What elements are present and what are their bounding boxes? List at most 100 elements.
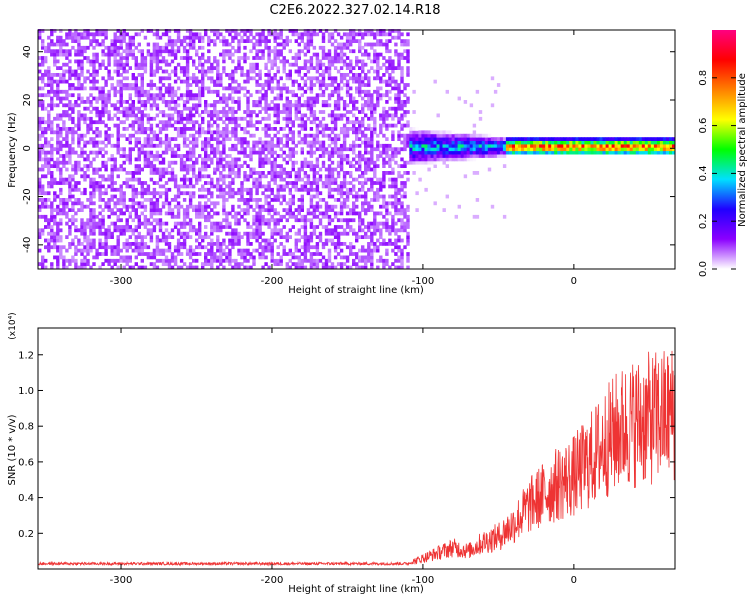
spectrogram-cell bbox=[38, 157, 42, 162]
spectrogram-cell bbox=[167, 76, 172, 81]
spectrogram-cell bbox=[327, 73, 332, 77]
spectrogram-cell bbox=[255, 231, 259, 236]
spectrogram-cell bbox=[291, 79, 295, 84]
spectrogram-cell bbox=[77, 154, 81, 158]
spectrogram-cell bbox=[170, 174, 175, 179]
spectrogram-cell bbox=[309, 231, 314, 236]
spectrogram-cell bbox=[53, 56, 57, 60]
spectrogram-cell bbox=[116, 69, 120, 74]
spectrogram-cell bbox=[228, 86, 232, 91]
spectrogram-cell bbox=[122, 69, 126, 74]
spectrogram-cell bbox=[95, 56, 99, 60]
spectrogram-cell bbox=[276, 252, 280, 256]
spectrogram-cell bbox=[300, 127, 304, 131]
spectrogram-cell bbox=[182, 177, 187, 182]
spectrogram-cell bbox=[167, 52, 172, 57]
spectrogram-cell bbox=[345, 225, 350, 229]
spectrogram-cell bbox=[89, 164, 93, 168]
spectrogram-cell bbox=[158, 79, 163, 84]
spectrogram-cell bbox=[131, 218, 135, 223]
spectrogram-cell bbox=[454, 133, 458, 138]
spectrogram-cell bbox=[56, 255, 60, 260]
spectrogram-cell bbox=[119, 187, 123, 192]
spectrogram-cell bbox=[330, 127, 335, 131]
spectrogram-cell bbox=[345, 127, 350, 131]
spectrogram-cell bbox=[315, 191, 320, 196]
spectrogram-cell bbox=[56, 265, 60, 270]
spectrogram-cell bbox=[379, 154, 383, 158]
spectrogram-cell bbox=[56, 133, 60, 138]
spectrogram-cell bbox=[361, 187, 365, 192]
spectrogram-cell bbox=[149, 83, 154, 87]
spectrogram-cell bbox=[71, 140, 75, 145]
spectrogram-cell bbox=[388, 177, 392, 182]
spectrogram-cell bbox=[119, 83, 123, 87]
spectrogram-cell bbox=[258, 147, 262, 152]
spectrogram-cell bbox=[59, 73, 63, 77]
spectrogram-cell bbox=[303, 181, 308, 185]
spectrogram-cell bbox=[264, 174, 268, 179]
spectrogram-cell bbox=[59, 211, 63, 216]
spectrogram-cell bbox=[216, 184, 220, 189]
spectrogram-cell bbox=[415, 160, 419, 165]
spectrogram-cell bbox=[264, 106, 268, 111]
spectrogram-cell bbox=[385, 127, 389, 131]
spectrogram-cell bbox=[457, 147, 461, 152]
spectrogram-cell bbox=[379, 76, 383, 81]
spectrogram-cell bbox=[415, 154, 419, 158]
spectrogram-cell bbox=[137, 137, 141, 141]
spectrogram-cell bbox=[370, 113, 374, 118]
spectrogram-cell bbox=[364, 100, 368, 104]
spectrogram-cell bbox=[116, 127, 120, 131]
spectrogram-cell bbox=[394, 83, 398, 87]
spectrogram-cell bbox=[213, 204, 217, 209]
spectrogram-cell bbox=[125, 69, 129, 74]
spectrogram-cell bbox=[92, 221, 96, 226]
spectrogram-cell bbox=[270, 252, 274, 256]
spectrogram-cell bbox=[333, 140, 338, 145]
spectrogram-cell bbox=[204, 157, 208, 162]
spectrogram-cell bbox=[237, 86, 241, 91]
spectrogram-cell bbox=[279, 35, 283, 40]
spectrogram-cell bbox=[216, 157, 220, 162]
spectrogram-cell bbox=[201, 56, 205, 60]
spectrogram-cell bbox=[173, 181, 178, 185]
spectrogram-cell bbox=[68, 29, 72, 33]
spectrogram-cell bbox=[216, 73, 220, 77]
spectrogram-cell bbox=[119, 167, 123, 172]
spectrogram-cell bbox=[258, 221, 262, 226]
spectrogram-cell bbox=[146, 218, 151, 223]
spectrogram-cell bbox=[101, 52, 105, 57]
spectrogram-cell bbox=[146, 93, 151, 98]
spectrogram-cell bbox=[161, 204, 166, 209]
spectrogram-cell bbox=[345, 181, 350, 185]
spectrogram-cell bbox=[373, 56, 377, 60]
spectrogram-cell bbox=[336, 59, 341, 64]
spectrogram-cell bbox=[237, 198, 241, 202]
spectrogram-cell bbox=[228, 154, 232, 158]
spectrogram-cell bbox=[327, 187, 332, 192]
spectrogram-cell bbox=[324, 225, 329, 229]
spectrogram-cell bbox=[391, 194, 395, 199]
spectrogram-cell bbox=[158, 208, 163, 212]
spectrogram-cell bbox=[309, 103, 314, 108]
spectrogram-cell bbox=[38, 147, 42, 152]
spectrogram-cell bbox=[382, 171, 386, 175]
spectrogram-cell bbox=[44, 191, 48, 196]
spectrogram-cell bbox=[373, 228, 377, 233]
spectrogram-cell bbox=[83, 221, 87, 226]
spectrogram-cell bbox=[164, 59, 169, 64]
spectrogram-cell bbox=[264, 79, 268, 84]
spectrogram-cell bbox=[110, 245, 114, 250]
spectrogram-cell bbox=[312, 231, 317, 236]
spectrogram-cell bbox=[131, 133, 135, 138]
spectrogram-cell bbox=[167, 49, 172, 54]
spectrogram-cell bbox=[179, 66, 184, 70]
spectrogram-cell bbox=[140, 113, 144, 118]
spectrogram-cell bbox=[83, 100, 87, 104]
spectrogram-cell bbox=[62, 73, 66, 77]
spectrogram-cell bbox=[291, 198, 295, 202]
spectrogram-cell bbox=[370, 255, 374, 260]
spectrogram-cell bbox=[342, 201, 347, 206]
spectrogram-cell bbox=[330, 171, 335, 175]
